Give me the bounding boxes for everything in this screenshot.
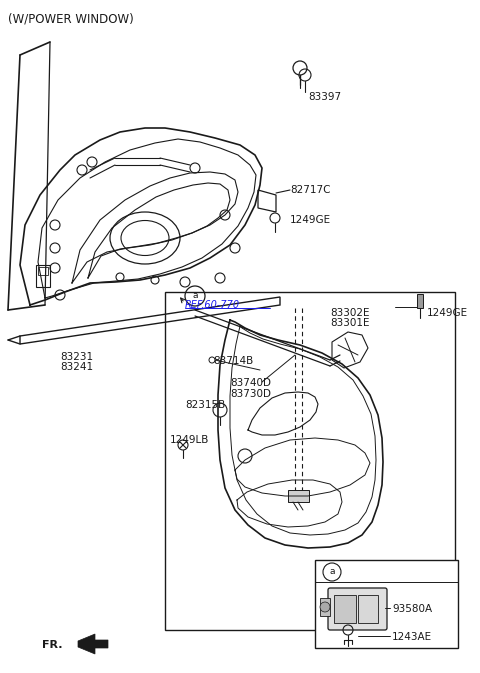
- Text: 93580A: 93580A: [392, 604, 432, 614]
- Bar: [417, 294, 423, 308]
- Text: 1249LB: 1249LB: [170, 435, 209, 445]
- Text: (W/POWER WINDOW): (W/POWER WINDOW): [8, 12, 134, 25]
- Bar: [315, 560, 458, 648]
- Bar: [334, 595, 356, 623]
- Text: 83397: 83397: [308, 92, 341, 102]
- Bar: [165, 292, 455, 630]
- Text: 82717C: 82717C: [290, 185, 331, 195]
- Bar: [36, 265, 50, 287]
- Text: REF.60-770: REF.60-770: [185, 300, 240, 310]
- Text: 83730D: 83730D: [230, 389, 271, 399]
- Text: a: a: [329, 567, 335, 577]
- Text: FR.: FR.: [42, 640, 62, 650]
- Text: 83231: 83231: [60, 352, 93, 362]
- Polygon shape: [78, 634, 108, 654]
- Text: 83740D: 83740D: [230, 378, 271, 388]
- FancyBboxPatch shape: [328, 588, 387, 630]
- Text: 82315B: 82315B: [185, 400, 225, 410]
- Bar: [320, 598, 330, 616]
- Circle shape: [320, 602, 330, 612]
- Bar: [38, 267, 48, 275]
- Bar: [358, 595, 378, 623]
- Bar: [288, 490, 309, 502]
- Text: 83714B: 83714B: [213, 356, 253, 366]
- Text: 1243AE: 1243AE: [392, 632, 432, 642]
- Text: 83301E: 83301E: [330, 318, 370, 328]
- Text: 83241: 83241: [60, 362, 93, 372]
- Text: 1249GE: 1249GE: [427, 308, 468, 318]
- Text: a: a: [192, 291, 198, 301]
- Text: 1249GE: 1249GE: [290, 215, 331, 225]
- Text: 83302E: 83302E: [330, 308, 370, 318]
